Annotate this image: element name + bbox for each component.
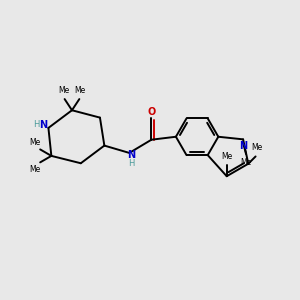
Text: Me: Me [221, 152, 232, 161]
Text: Me: Me [58, 86, 69, 95]
Text: O: O [147, 107, 156, 117]
Text: Me: Me [29, 138, 41, 147]
Text: N: N [239, 141, 247, 151]
Text: Me: Me [29, 165, 41, 174]
Text: N: N [127, 150, 135, 160]
Text: Me: Me [251, 143, 262, 152]
Text: H: H [33, 121, 39, 130]
Text: H: H [128, 159, 134, 168]
Text: Me: Me [240, 158, 252, 167]
Text: Me: Me [75, 86, 86, 95]
Text: N: N [39, 120, 47, 130]
